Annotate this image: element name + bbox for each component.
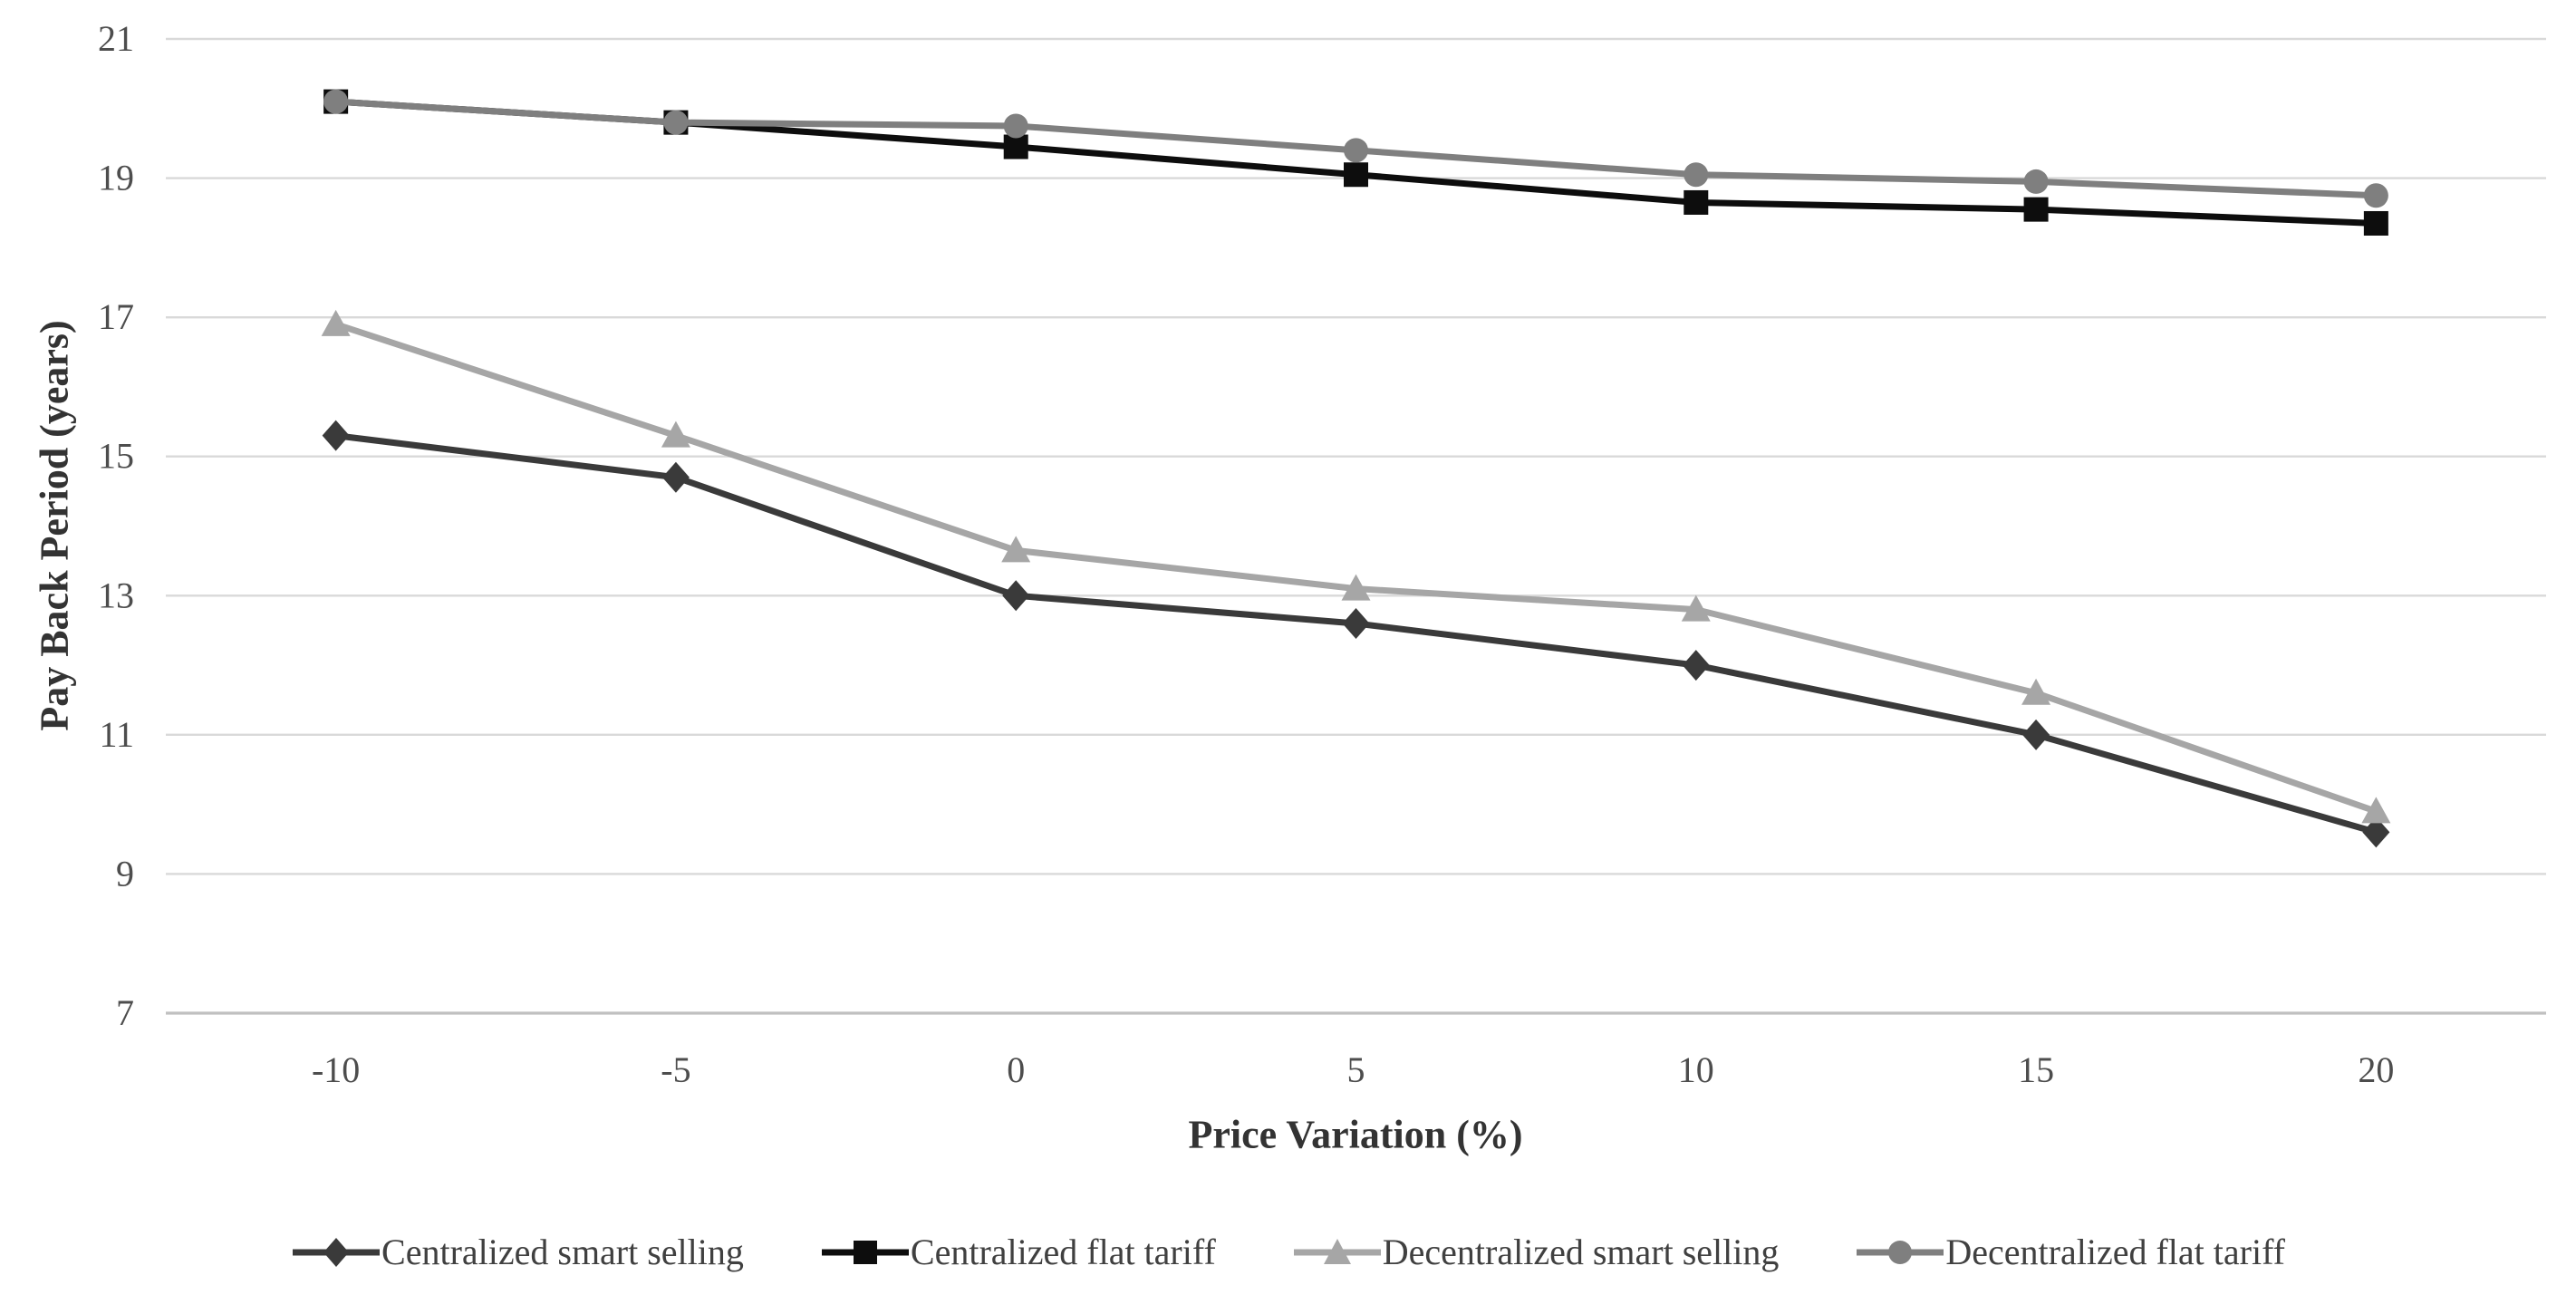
y-tick-label: 19 xyxy=(98,158,134,198)
series-2-marker-square xyxy=(1684,189,1709,215)
series-4-marker-circle xyxy=(2363,183,2388,208)
x-axis-title: Price Variation (%) xyxy=(1188,1112,1523,1157)
series-4-marker-circle xyxy=(323,89,349,114)
series-4-marker-circle xyxy=(2023,169,2049,194)
y-tick-label: 9 xyxy=(116,853,134,894)
x-tick-label: 5 xyxy=(1347,1049,1365,1090)
series-2-marker-square xyxy=(2363,210,2388,236)
x-tick-label: 0 xyxy=(1007,1049,1025,1090)
square-legend-icon xyxy=(821,1240,909,1264)
series-2-marker-square xyxy=(1003,134,1028,159)
series-1-marker-diamond xyxy=(2022,719,2050,750)
series-3-marker-triangle xyxy=(2021,678,2051,705)
series-3-marker-triangle xyxy=(1341,574,1371,601)
series-2-marker-square xyxy=(2023,197,2049,222)
series-1-marker-diamond xyxy=(322,420,350,451)
legend-item: Decentralized flat tariff xyxy=(1855,1231,2285,1273)
series-4-marker-circle xyxy=(1684,162,1709,188)
series-1-marker-diamond xyxy=(1682,650,1710,681)
y-tick-label: 13 xyxy=(98,575,134,615)
x-tick-label: 15 xyxy=(2018,1049,2054,1090)
series-4-marker-circle xyxy=(663,110,689,135)
y-tick-label: 21 xyxy=(98,18,134,59)
series-3-marker-triangle xyxy=(321,309,351,336)
x-tick-label: 20 xyxy=(2358,1049,2394,1090)
x-tick-label: 10 xyxy=(1678,1049,1714,1090)
y-tick-label: 11 xyxy=(99,714,134,755)
series-3-marker-triangle xyxy=(1001,536,1031,563)
x-tick-label: -10 xyxy=(312,1049,360,1090)
series-1-marker-diamond xyxy=(1342,608,1370,639)
series-1-marker-diamond xyxy=(661,461,690,493)
series-1-marker-diamond xyxy=(1002,580,1030,612)
series-3-marker-triangle xyxy=(2361,797,2391,824)
series-line-3 xyxy=(334,321,2378,815)
y-axis-title: Pay Back Period (years) xyxy=(32,320,77,731)
legend-label: Decentralized flat tariff xyxy=(1945,1232,2285,1272)
x-tick-label: -5 xyxy=(661,1049,690,1090)
legend-item: Centralized flat tariff xyxy=(820,1231,1216,1273)
series-2-marker-square xyxy=(1344,162,1368,188)
series-4-marker-circle xyxy=(1344,138,1368,163)
circle-legend-icon xyxy=(1857,1240,1944,1264)
legend-item: Centralized smart selling xyxy=(291,1231,744,1273)
legend: Centralized smart selling Centralized fla… xyxy=(0,1231,2576,1273)
legend-label: Centralized flat tariff xyxy=(910,1232,1216,1272)
series-3-marker-triangle xyxy=(661,420,690,448)
legend-label: Decentralized smart selling xyxy=(1382,1232,1780,1272)
y-tick-label: 7 xyxy=(116,992,134,1033)
series-3-marker-triangle xyxy=(1681,594,1711,622)
series-4-marker-circle xyxy=(1003,113,1028,139)
y-tick-label: 17 xyxy=(98,296,134,337)
legend-item: Decentralized smart selling xyxy=(1292,1231,1780,1273)
triangle-legend-icon xyxy=(1293,1238,1381,1264)
legend-label: Centralized smart selling xyxy=(381,1232,744,1272)
diamond-legend-icon xyxy=(293,1237,381,1267)
series-1-marker-diamond xyxy=(2362,816,2390,848)
y-tick-label: 15 xyxy=(98,436,134,477)
